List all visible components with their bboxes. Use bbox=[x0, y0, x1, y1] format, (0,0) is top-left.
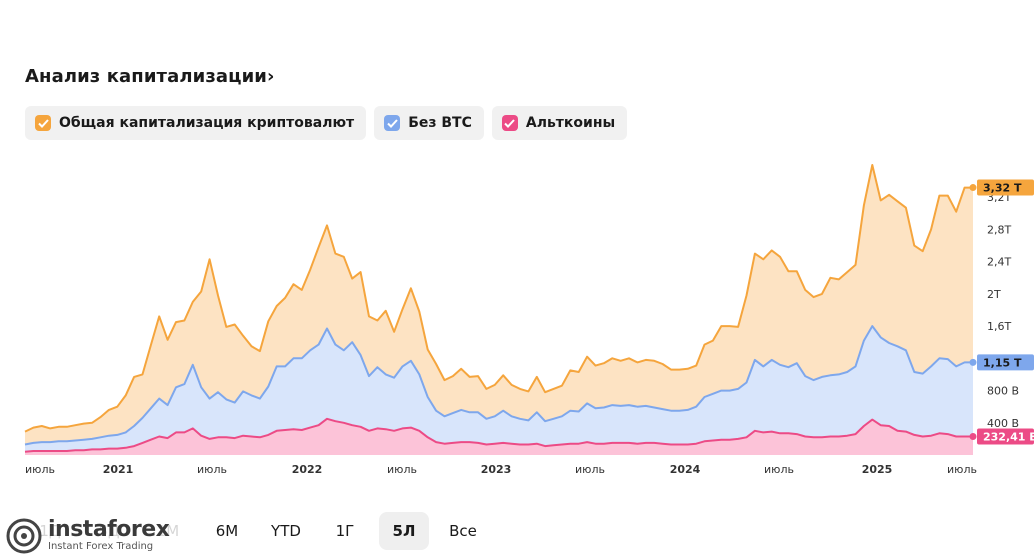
legend-chip-total[interactable]: Общая капитализация криптовалют bbox=[25, 106, 367, 140]
series-total-line[interactable] bbox=[24, 164, 973, 433]
y-tick-label: 800 B bbox=[987, 385, 1019, 398]
x-tick-label: 2024 bbox=[670, 463, 701, 476]
period-5y[interactable]: 5Л bbox=[379, 512, 429, 550]
series-total-end-point bbox=[969, 184, 977, 192]
watermark-name: instaforex bbox=[48, 516, 170, 542]
x-tick-label: 2025 bbox=[862, 463, 893, 476]
last-value-badge-without-btc-text: 1,15 T bbox=[983, 356, 1022, 369]
watermark-text: instaforex Instant Forex Trading bbox=[48, 516, 170, 553]
y-tick-label: 2,8T bbox=[987, 223, 1011, 236]
series-without-btc-area bbox=[25, 326, 973, 455]
series-altcoins-line[interactable] bbox=[24, 417, 973, 453]
series-altcoins-end-point bbox=[969, 432, 977, 440]
legend-chip-altcoins[interactable]: Альткоины bbox=[491, 106, 628, 140]
checkmark-icon bbox=[386, 118, 398, 128]
x-tick-label: июль bbox=[387, 463, 417, 476]
period-6m[interactable]: 6М bbox=[215, 522, 239, 540]
legend-label-without-btc: Без BTC bbox=[408, 115, 472, 131]
last-value-badge-without-btc: 1,15 T bbox=[977, 354, 1034, 371]
last-value-badge-total: 3,32 T bbox=[977, 179, 1034, 196]
last-value-badge-altcoins: 232,41 B bbox=[977, 428, 1036, 445]
x-tick-label: июль bbox=[764, 463, 794, 476]
legend-chip-without-btc[interactable]: Без BTC bbox=[374, 106, 484, 140]
watermark-logo: instaforex Instant Forex Trading bbox=[0, 512, 188, 559]
series-without-btc-line[interactable] bbox=[24, 325, 973, 446]
last-value-badge-total-bg bbox=[977, 179, 1034, 196]
x-tick-label: 2021 bbox=[103, 463, 134, 476]
last-value-badge-altcoins-bg bbox=[977, 428, 1034, 445]
legend-label-altcoins: Альткоины bbox=[525, 115, 616, 131]
legend-label-total: Общая капитализация криптовалют bbox=[59, 115, 355, 131]
period-1y[interactable]: 1Г bbox=[335, 522, 355, 540]
y-tick-label: 2,4T bbox=[987, 256, 1011, 269]
series-altcoins-area bbox=[25, 418, 973, 455]
x-tick-label: июль bbox=[947, 463, 977, 476]
y-tick-label: 1,6T bbox=[987, 320, 1011, 333]
series-total-area bbox=[25, 165, 973, 455]
last-value-badge-altcoins-text: 232,41 B bbox=[983, 430, 1036, 443]
period-ytd[interactable]: YTD bbox=[271, 522, 301, 540]
checkbox-altcoins[interactable] bbox=[501, 115, 518, 131]
x-tick-label: июль bbox=[197, 463, 227, 476]
legend: Общая капитализация криптовалют Без BTC … bbox=[25, 106, 628, 140]
x-tick-label: 2022 bbox=[292, 463, 323, 476]
x-tick-label: июль bbox=[25, 463, 55, 476]
checkbox-without-btc[interactable] bbox=[384, 115, 401, 131]
x-tick-label: 2023 bbox=[481, 463, 512, 476]
x-tick-label: июль bbox=[575, 463, 605, 476]
watermark-tagline: Instant Forex Trading bbox=[48, 540, 154, 552]
series-without-btc-end-point bbox=[969, 358, 977, 366]
instaforex-logo-icon bbox=[6, 518, 42, 553]
last-value-badge-without-btc-bg bbox=[977, 354, 1034, 371]
checkmark-icon bbox=[37, 118, 49, 128]
checkbox-total[interactable] bbox=[35, 115, 51, 131]
last-value-badge-total-text: 3,32 T bbox=[983, 182, 1022, 195]
y-tick-label: 2T bbox=[987, 288, 1001, 301]
page-title[interactable]: Анализ капитализации› bbox=[25, 66, 275, 87]
checkmark-icon bbox=[504, 118, 516, 128]
y-tick-label: 400 B bbox=[987, 417, 1019, 430]
period-all[interactable]: Все bbox=[449, 522, 477, 540]
